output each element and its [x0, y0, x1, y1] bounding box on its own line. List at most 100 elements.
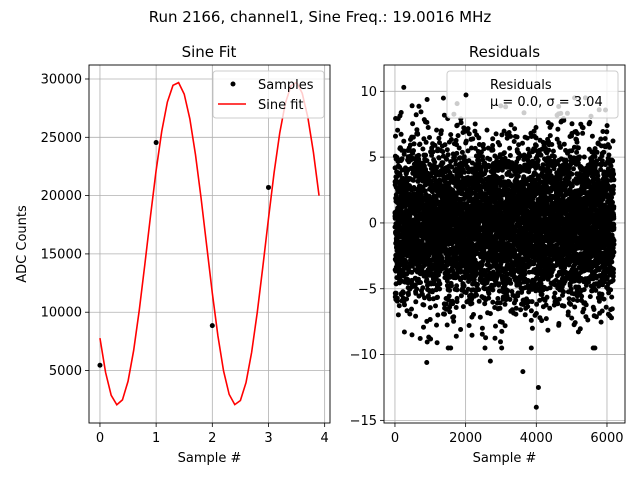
- residual-point: [474, 292, 479, 298]
- residual-point: [507, 145, 513, 151]
- residual-point: [505, 288, 511, 294]
- residual-point: [422, 188, 428, 194]
- residual-point: [434, 322, 439, 328]
- residual-point: [492, 335, 498, 341]
- residual-point: [401, 290, 406, 296]
- residual-point: [544, 294, 550, 300]
- residual-point: [409, 306, 414, 312]
- residual-point: [475, 281, 480, 287]
- residual-point: [404, 296, 410, 302]
- sine-fit-ytick-label: 15000: [41, 247, 82, 262]
- residual-point: [417, 141, 423, 147]
- residual-point: [442, 311, 447, 317]
- residual-point: [466, 158, 472, 164]
- residual-point: [440, 95, 446, 101]
- residual-point: [490, 147, 496, 153]
- sine-fit-legend-box: [212, 70, 325, 119]
- residual-point: [549, 142, 555, 147]
- residual-point: [451, 318, 457, 324]
- residual-point: [490, 287, 496, 293]
- residual-point: [515, 173, 521, 179]
- residual-point: [520, 140, 525, 146]
- residual-point: [421, 302, 427, 308]
- residual-point: [408, 258, 414, 264]
- residuals-ytick-label: 10: [360, 85, 377, 100]
- residual-point: [490, 136, 496, 142]
- residual-point: [451, 314, 457, 320]
- residual-point: [444, 278, 450, 284]
- sample-point: [97, 362, 103, 368]
- residual-point: [399, 156, 405, 162]
- residual-point: [410, 177, 416, 183]
- residual-point: [497, 305, 503, 311]
- residual-point: [550, 148, 556, 154]
- residual-point: [518, 307, 524, 313]
- residual-point: [498, 339, 503, 345]
- residual-point: [487, 311, 493, 317]
- sine-fit-title: Sine Fit: [182, 43, 237, 61]
- residual-point: [455, 133, 461, 139]
- residual-point: [512, 248, 518, 254]
- sine-fit-grid: [89, 65, 330, 423]
- residual-point: [449, 164, 455, 170]
- residual-point: [458, 293, 464, 299]
- residual-point: [527, 153, 533, 159]
- residual-point: [441, 112, 447, 118]
- residual-point: [476, 135, 482, 141]
- residual-point: [424, 97, 430, 102]
- residual-point: [440, 149, 446, 155]
- residual-point: [514, 134, 520, 140]
- residual-point: [476, 287, 482, 293]
- residual-point: [513, 297, 519, 303]
- residual-point: [395, 312, 401, 318]
- sample-point: [153, 140, 159, 146]
- residual-point: [434, 127, 440, 133]
- residual-point: [547, 305, 553, 311]
- residual-point: [535, 157, 541, 163]
- residual-point: [434, 340, 440, 346]
- sine-fit-legend: Samples Sine fit: [212, 70, 325, 119]
- residual-point: [453, 137, 459, 143]
- residual-point: [454, 287, 460, 293]
- residual-point: [444, 322, 450, 328]
- sine-fit-ytick-label: 30000: [41, 72, 82, 87]
- residual-point: [429, 178, 435, 184]
- residual-point: [432, 142, 438, 148]
- residual-point: [434, 164, 440, 170]
- sine-fit-xlabel: Sample #: [178, 451, 242, 466]
- residual-point: [449, 283, 454, 289]
- residual-point: [472, 121, 478, 127]
- residual-point: [412, 282, 418, 288]
- sine-fit-line: [99, 81, 320, 406]
- residual-point: [402, 302, 407, 308]
- residuals-xtick-label: 6000: [590, 431, 623, 446]
- residual-point: [398, 131, 404, 137]
- residual-point: [448, 132, 454, 138]
- figure-suptitle: Run 2166, channel1, Sine Freq.: 19.0016 …: [149, 8, 492, 26]
- residual-point: [410, 121, 416, 127]
- residual-point: [393, 290, 399, 296]
- residual-point: [548, 122, 554, 128]
- residuals-xtick-label: 4000: [520, 431, 553, 446]
- residual-point: [395, 127, 401, 133]
- residuals-ytick-label: −10: [350, 348, 377, 363]
- sine-fit-ylabel: ADC Counts: [15, 205, 30, 283]
- residuals-xtick-label: 2000: [449, 431, 482, 446]
- residual-point: [415, 233, 421, 239]
- residual-point: [458, 120, 464, 126]
- residual-point: [454, 142, 459, 148]
- residual-point: [486, 291, 492, 297]
- residual-point: [437, 140, 442, 146]
- residual-point: [493, 323, 498, 329]
- residual-point: [461, 283, 467, 289]
- residual-point: [465, 148, 471, 154]
- legend-samples-label: Samples: [258, 78, 314, 93]
- residual-point: [398, 110, 404, 115]
- sine-fit-xtick-label: 1: [152, 431, 160, 446]
- residual-point: [442, 142, 448, 148]
- residual-point: [450, 301, 456, 307]
- residual-point: [479, 325, 485, 331]
- residual-point: [490, 299, 496, 305]
